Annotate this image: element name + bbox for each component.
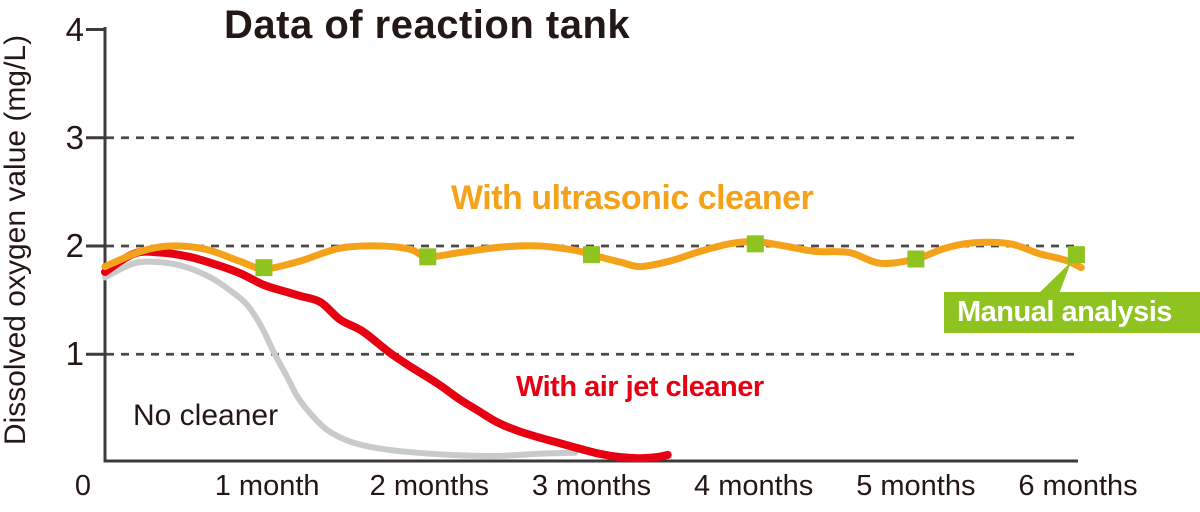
x-tick-label-5-months: 5 months [856,470,976,502]
manual-analysis-marker-1 [255,259,273,277]
series-label-no-cleaner: No cleaner [133,399,279,432]
manual-analysis-marker-4 [746,235,764,253]
series-label-ultrasonic-cleaner: With ultrasonic cleaner [451,179,814,217]
chart-title: Data of reaction tank [224,3,631,47]
manual-analysis-label: Manual analysis [957,296,1172,328]
series-label-air-jet-cleaner: With air jet cleaner [516,371,764,403]
x-tick-label-6-months: 6 months [1018,470,1138,502]
x-tick-label-4-months: 4 months [694,470,814,502]
y-tick-label-2: 2 [65,227,84,264]
x-tick-label-3-months: 3 months [531,470,652,502]
manual-analysis-callout: Manual analysis [944,292,1200,333]
y-tick-label-3: 3 [65,118,84,156]
manual-analysis-marker-5 [907,250,925,268]
x-tick-label-2-months: 2 months [369,470,489,502]
series-line-with-air-jet-cleaner [101,247,672,463]
axis-lines [103,27,1078,463]
manual-analysis-marker-6 [1067,246,1085,264]
manual-analysis-pointer [1038,262,1071,294]
manual-analysis-marker-2 [419,248,437,266]
manual-analysis-marker-3 [583,246,601,264]
x-tick-label-0: 0 [74,470,92,502]
series-line-with-ultrasonic-cleaner [101,238,1085,273]
series-line-no-cleaner [102,258,579,460]
x-tick-label-1-month: 1 month [214,470,320,502]
y-tick-label-4: 4 [65,10,84,48]
y-tick-label-1: 1 [65,335,84,373]
